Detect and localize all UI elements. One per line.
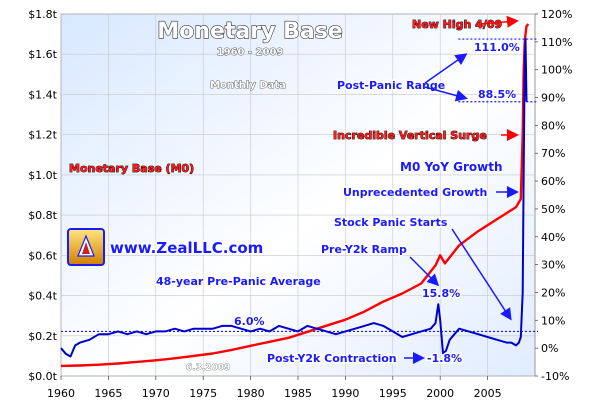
frequency-label: Monthly Data: [210, 80, 286, 91]
right-tick-label: 70%: [541, 147, 565, 160]
annotation-pre-panic-average: 48-year Pre-Panic Average: [156, 275, 321, 288]
right-tick-label: 10%: [541, 314, 565, 327]
annotation-post-y2k: Post-Y2k Contraction: [267, 352, 397, 365]
x-tick-label: 1965: [94, 387, 122, 400]
arrow-range-up: [424, 53, 468, 84]
left-axis: $0.0t $0.2t $0.4t $0.6t $0.8t $1.0t $1.2t $1.4t…: [28, 8, 57, 383]
x-tick-label: 1960: [47, 387, 75, 400]
annotation-vertical-surge: Incredible Vertical Surge: [333, 129, 487, 142]
annotation-pre-y2k-ramp: Pre-Y2k Ramp: [321, 243, 407, 256]
x-axis: 1960 1965 1970 1975 1980 1985 1990 1995 2000 2005: [47, 376, 502, 400]
right-tick-label: 120%: [541, 8, 572, 21]
annotation-6-0: 6.0%: [234, 315, 265, 328]
arrow-pre-y2k: [409, 256, 440, 287]
annotation-unprecedented: Unprecedented Growth: [343, 186, 487, 199]
arrow-range-down: [424, 86, 468, 102]
x-tick-label: 1985: [284, 387, 312, 400]
left-tick-label: $0.8t: [28, 209, 57, 222]
left-tick-label: $0.2t: [28, 330, 57, 343]
x-tick-label: 1995: [379, 387, 407, 400]
right-tick-label: 80%: [541, 119, 565, 132]
annotation-post-panic-range: Post-Panic Range: [337, 79, 445, 92]
x-tick-label: 1975: [189, 387, 217, 400]
left-tick-label: $0.6t: [28, 249, 57, 262]
right-tick-label: 110%: [541, 36, 572, 49]
chart-subtitle: 1960 - 2009: [217, 47, 284, 58]
x-tick-label: 2000: [426, 387, 454, 400]
left-tick-label: $0.4t: [28, 290, 57, 303]
right-tick-label: 0%: [541, 342, 558, 355]
watermark-link[interactable]: www.ZealLLC.com: [109, 238, 265, 259]
right-tick-label: 30%: [541, 259, 565, 272]
annotation-88-5: 88.5%: [478, 88, 516, 101]
right-tick-label: 100%: [541, 64, 572, 77]
zeal-logo-icon: [67, 228, 105, 266]
series-monetary-base: [60, 23, 530, 368]
right-tick-label: -10%: [541, 370, 569, 383]
x-tick-label: 1990: [331, 387, 359, 400]
left-tick-label: $1.0t: [28, 169, 57, 182]
annotation-monetary-base: Monetary Base (M0): [69, 162, 194, 175]
left-tick-label: $1.6t: [28, 48, 57, 61]
left-tick-label: $1.8t: [28, 8, 57, 21]
x-tick-label: 1980: [237, 387, 265, 400]
annotation-15-8: 15.8%: [422, 287, 460, 300]
arrow-new-high: [479, 15, 519, 28]
annotation-111: 111.0%: [474, 41, 520, 54]
right-tick-label: 60%: [541, 175, 565, 188]
right-tick-label: 20%: [541, 286, 565, 299]
left-tick-label: $0.0t: [28, 370, 57, 383]
left-tick-label: $1.4t: [28, 88, 57, 101]
annotation-new-high: New High 4/09: [412, 18, 502, 31]
annotation-neg-1-8: -1.8%: [427, 352, 462, 365]
chart-title: Monetary Base: [157, 19, 342, 44]
series-lines: [60, 23, 530, 368]
annotation-stock-panic: Stock Panic Starts: [334, 216, 448, 229]
x-tick-label: 1970: [142, 387, 170, 400]
date-stamp: 6.3.2009: [186, 363, 230, 373]
left-tick-label: $1.2t: [28, 129, 57, 142]
arrow-stock-panic: [451, 228, 512, 321]
annotation-m0-yoy-growth: M0 YoY Growth: [400, 160, 503, 174]
reference-lines: [61, 38, 538, 333]
x-tick-label: 2005: [474, 387, 502, 400]
right-tick-label: 50%: [541, 203, 565, 216]
series-yoy-growth: [60, 38, 528, 358]
grid-lines: [60, 13, 535, 377]
right-tick-label: 90%: [541, 92, 565, 105]
right-axis: -10% 0% 10% 20% 30% 40% 50% 60% 70% 80% 90% 100% 110…: [535, 8, 572, 383]
right-tick-label: 40%: [541, 231, 565, 244]
